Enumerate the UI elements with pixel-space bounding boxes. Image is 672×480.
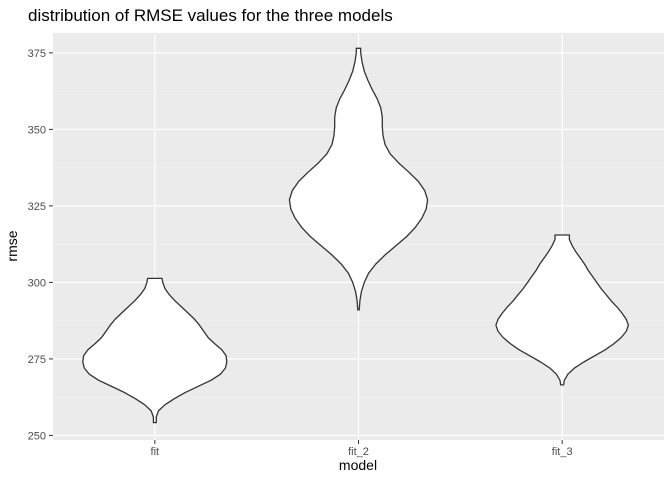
plot-panel (53, 33, 664, 440)
y-axis: 250 275 300 325 350 375 (28, 48, 53, 442)
chart-title: distribution of RMSE values for the thre… (28, 6, 393, 25)
y-tick-label: 250 (28, 430, 46, 442)
y-tick-label: 325 (28, 201, 46, 213)
x-tick-label: fit_2 (348, 446, 369, 458)
y-axis-title: rmse (4, 230, 20, 261)
violin-fit-3 (495, 234, 630, 386)
violin-fit (82, 277, 228, 424)
violin-fit-2 (288, 47, 429, 311)
y-tick-label: 350 (28, 124, 46, 136)
y-tick-label: 375 (28, 48, 46, 60)
x-axis-title: model (339, 457, 377, 473)
x-tick-label: fit_3 (552, 446, 573, 458)
x-tick-label: fit (151, 446, 160, 458)
x-axis: fit fit_2 fit_3 (151, 440, 573, 458)
y-tick-label: 275 (28, 354, 46, 366)
y-tick-label: 300 (28, 277, 46, 289)
